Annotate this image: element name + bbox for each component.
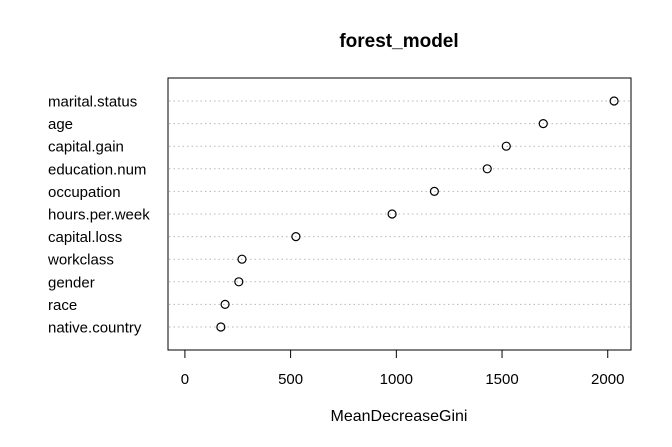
x-tick-label: 500 — [278, 371, 303, 388]
data-point — [237, 254, 247, 264]
x-tick-label: 1000 — [380, 371, 413, 388]
x-tick-label: 1500 — [485, 371, 518, 388]
data-point — [501, 141, 511, 151]
data-point — [387, 209, 397, 219]
category-label: occupation — [48, 184, 121, 201]
data-point — [220, 299, 230, 309]
category-label: education.num — [48, 161, 146, 178]
x-axis: 0 500 1000 1500 2000 — [181, 349, 624, 388]
grid-lines — [169, 100, 630, 328]
category-label: native.country — [48, 320, 142, 337]
category-label: capital.gain — [48, 139, 124, 156]
data-point — [234, 277, 244, 287]
x-tick-label: 0 — [181, 371, 189, 388]
data-point — [538, 118, 548, 129]
data-points — [216, 96, 619, 332]
category-label: hours.per.week — [48, 207, 150, 224]
data-point — [482, 164, 492, 174]
category-label: marital.status — [48, 94, 137, 111]
category-label: race — [48, 297, 77, 314]
category-labels: marital.status age capital.gain education.n… — [47, 94, 150, 337]
data-point — [216, 322, 226, 332]
x-axis-label: MeanDecreaseGini — [331, 408, 468, 425]
data-point — [609, 96, 619, 106]
category-label: capital.loss — [48, 229, 122, 246]
data-point — [429, 186, 439, 196]
category-label: gender — [48, 274, 95, 291]
category-label: age — [48, 116, 73, 133]
x-tick-label: 2000 — [591, 371, 624, 388]
data-point — [291, 232, 301, 242]
chart-title: forest_model — [339, 31, 458, 52]
category-label: workclass — [47, 252, 114, 269]
